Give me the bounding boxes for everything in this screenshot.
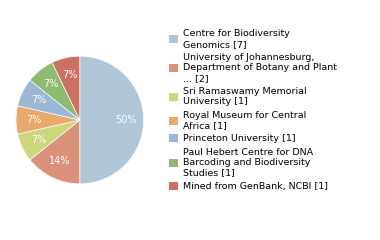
Wedge shape: [52, 56, 80, 120]
Text: 7%: 7%: [62, 70, 77, 80]
Wedge shape: [30, 62, 80, 120]
Text: 7%: 7%: [43, 79, 59, 89]
Text: 50%: 50%: [115, 115, 136, 125]
Wedge shape: [16, 106, 80, 134]
Wedge shape: [80, 56, 144, 184]
Wedge shape: [30, 120, 80, 184]
Text: 7%: 7%: [26, 115, 41, 125]
Text: 7%: 7%: [31, 135, 46, 145]
Wedge shape: [17, 80, 80, 120]
Text: 14%: 14%: [49, 156, 71, 166]
Text: 7%: 7%: [31, 95, 46, 105]
Legend: Centre for Biodiversity
Genomics [7], University of Johannesburg,
Department of : Centre for Biodiversity Genomics [7], Un…: [168, 27, 339, 193]
Wedge shape: [17, 120, 80, 160]
